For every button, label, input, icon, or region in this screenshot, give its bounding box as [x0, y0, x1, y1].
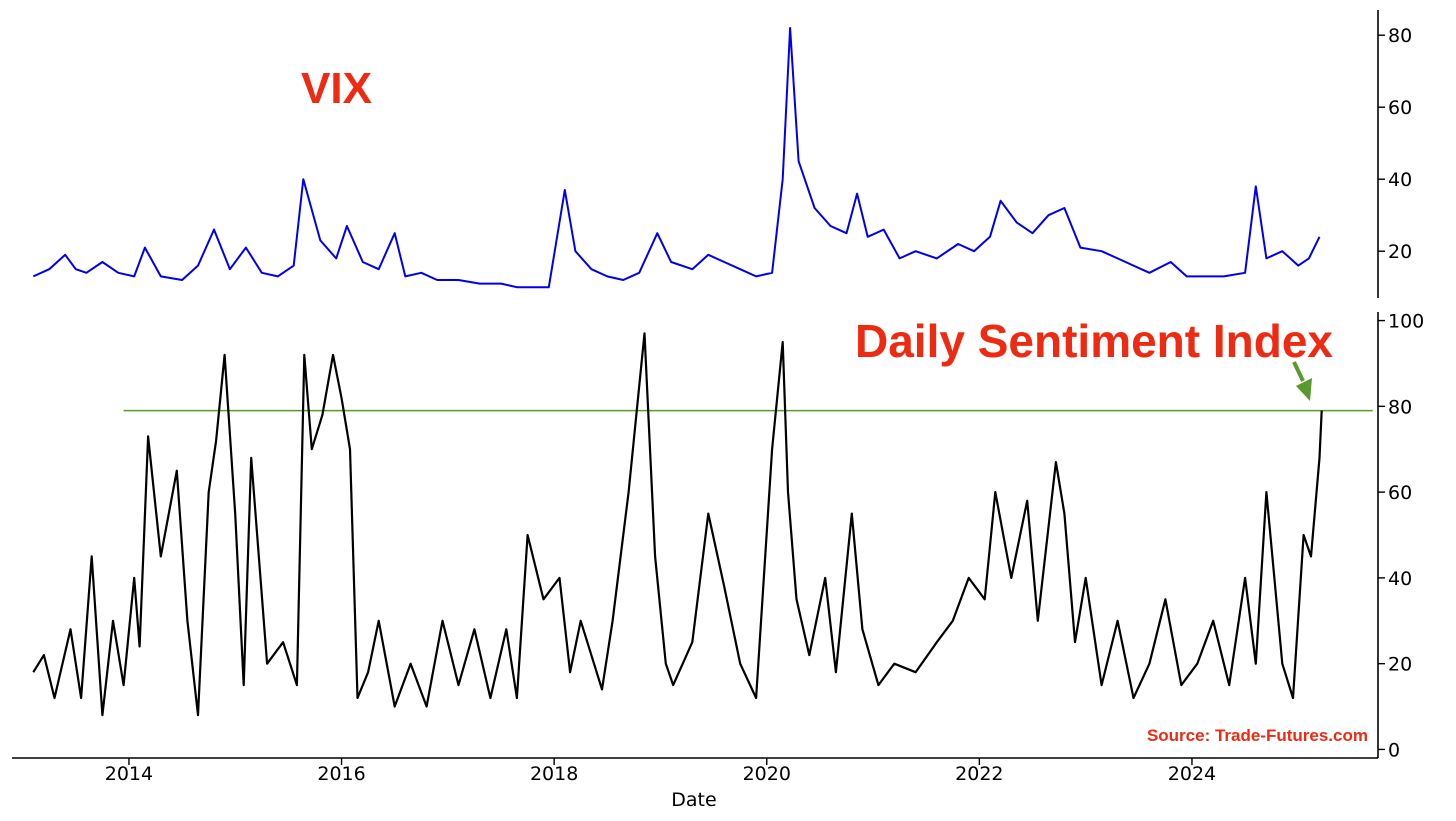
dsi-x-tick-label: 2014 — [105, 763, 153, 785]
dsi-x-tick-label: 2024 — [1168, 763, 1216, 785]
vix-y-tick-label: 40 — [1388, 169, 1412, 191]
dsi-y-ticks: 0 20 40 60 80 100 — [1378, 311, 1424, 761]
dsi-x-tick-label: 2020 — [743, 763, 791, 785]
dsi-y-tick-label: 20 — [1388, 654, 1412, 676]
arrow-shaft — [1292, 361, 1305, 382]
dsi-x-tick-label: 2018 — [530, 763, 578, 785]
dsi-y-tick-label: 80 — [1388, 396, 1412, 418]
dsi-x-tick-label: 2016 — [317, 763, 365, 785]
arrow-head — [1296, 378, 1312, 401]
vix-y-tick-label: 20 — [1388, 241, 1412, 263]
dsi-series-line — [32, 332, 1323, 717]
dsi-y-tick-label: 60 — [1388, 482, 1412, 504]
vix-panel: 20 40 60 80 VIX — [32, 10, 1412, 298]
dsi-x-ticks: 2014 2016 2018 2020 2022 2024 — [105, 758, 1216, 785]
source-credit: Source: Trade-Futures.com — [1147, 726, 1368, 745]
vix-title: VIX — [301, 64, 372, 113]
dsi-y-tick-label: 40 — [1388, 568, 1412, 590]
x-axis-label: Date — [671, 789, 716, 811]
dsi-x-tick-label: 2022 — [955, 763, 1003, 785]
vix-y-ticks: 20 40 60 80 — [1378, 25, 1412, 263]
vix-series-line — [32, 27, 1321, 289]
vix-y-tick-label: 80 — [1388, 25, 1412, 47]
vix-y-tick-label: 60 — [1388, 97, 1412, 119]
dsi-arrow-annotation — [1292, 361, 1312, 401]
dsi-title: Daily Sentiment Index — [855, 315, 1333, 367]
dsi-y-tick-label: 0 — [1388, 739, 1400, 761]
dsi-y-tick-label: 100 — [1388, 311, 1424, 333]
dsi-panel: 0 20 40 60 80 100 2014 2016 2018 2020 2022 2024 Da… — [12, 311, 1424, 811]
